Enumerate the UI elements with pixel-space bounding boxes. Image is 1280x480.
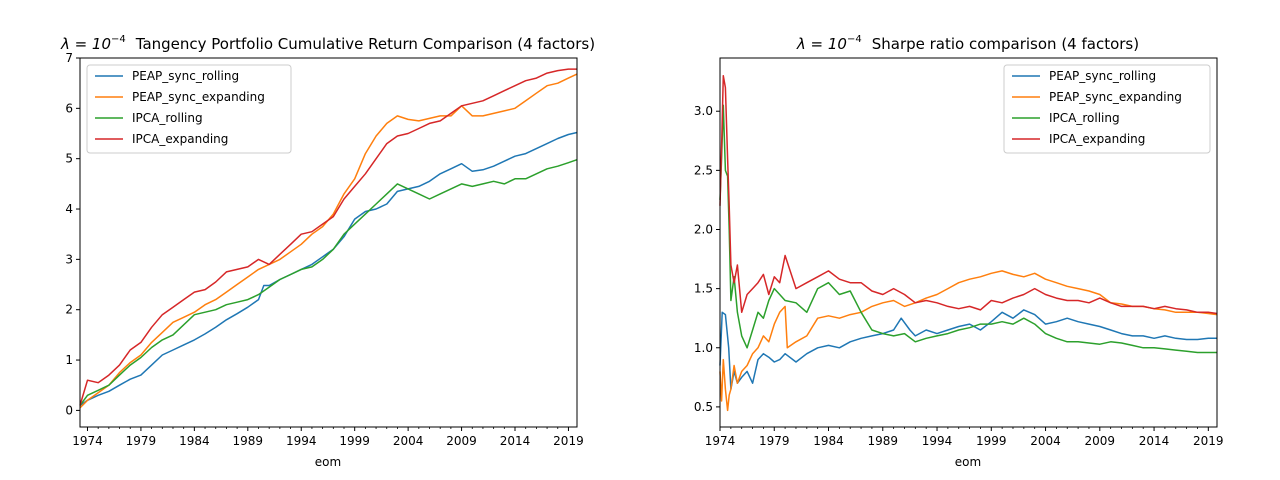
- y-tick-label: 2: [65, 303, 73, 317]
- x-axis-label: eom: [955, 455, 981, 469]
- x-tick-label: 1999: [976, 434, 1007, 448]
- axes-frame: [719, 57, 1218, 428]
- series-line-ipca-rolling: [719, 104, 1217, 354]
- series-line-ipca-rolling: [79, 158, 578, 406]
- legend-label: IPCA_rolling: [1049, 111, 1120, 125]
- y-axis-ticks: 0 1 2 3 4 5 6 7: [65, 51, 80, 417]
- legend-label: PEAP_sync_rolling: [132, 69, 239, 83]
- x-tick-label: 1979: [759, 434, 790, 448]
- x-tick-label: 1999: [339, 434, 370, 448]
- cumulative-return-chart: λ = 10−4 Tangency Portfolio Cumulative Re…: [60, 34, 595, 469]
- legend-label: IPCA_rolling: [132, 111, 203, 125]
- series-line-ipca-expanding: [719, 74, 1218, 315]
- x-tick-label: 1984: [179, 434, 210, 448]
- chart-title: λ = 10−4 Tangency Portfolio Cumulative Re…: [60, 34, 595, 53]
- x-axis-label: eom: [315, 455, 341, 469]
- y-tick-label: 7: [65, 51, 73, 65]
- legend-label: PEAP_sync_rolling: [1049, 69, 1156, 83]
- x-tick-label: 1994: [286, 434, 317, 448]
- x-tick-label: 1994: [922, 434, 953, 448]
- x-tick-label: 2004: [393, 434, 424, 448]
- sharpe-ratio-chart: λ = 10−4 Sharpe ratio comparison (4 facto…: [694, 34, 1224, 469]
- legend-box: [1003, 64, 1211, 154]
- series-line-ipca-expanding: [79, 68, 577, 406]
- legend-label: IPCA_expanding: [1049, 132, 1145, 146]
- x-tick-label: 2019: [1193, 434, 1224, 448]
- x-tick-label: 1979: [126, 434, 157, 448]
- y-tick-label: 0: [65, 403, 73, 417]
- series-line-peap-sync-rolling: [79, 131, 578, 407]
- x-tick-label: 2014: [1139, 434, 1170, 448]
- x-tick-label: 1989: [233, 434, 264, 448]
- x-tick-label: 2019: [553, 434, 584, 448]
- y-tick-label: 6: [65, 101, 73, 115]
- y-tick-label: 3: [65, 252, 73, 266]
- legend-label: PEAP_sync_expanding: [1049, 90, 1182, 104]
- x-tick-label: 1989: [867, 434, 898, 448]
- legend-label: PEAP_sync_expanding: [132, 90, 265, 104]
- y-axis-ticks: 0.5 1.0 1.5 2.0 2.5 3.0: [694, 104, 720, 414]
- y-tick-label: 1.0: [694, 341, 713, 355]
- y-tick-label: 1.5: [694, 282, 713, 296]
- x-tick-label: 2009: [446, 434, 477, 448]
- series-line-peap-sync-rolling: [719, 309, 1217, 390]
- series-lines: [79, 68, 578, 409]
- x-tick-label: 1974: [705, 434, 736, 448]
- axes-frame: [79, 57, 578, 428]
- x-tick-label: 1974: [72, 434, 103, 448]
- x-tick-label: 1984: [813, 434, 844, 448]
- x-tick-label: 2014: [500, 434, 531, 448]
- series-lines: [719, 74, 1218, 412]
- y-tick-label: 5: [65, 152, 73, 166]
- series-line-peap-sync-expanding: [719, 270, 1218, 412]
- y-tick-label: 1: [65, 353, 73, 367]
- y-tick-label: 2.0: [694, 222, 713, 236]
- chart-title: λ = 10−4 Sharpe ratio comparison (4 facto…: [796, 34, 1139, 53]
- x-axis-ticks: 1974 1979 1984 1989 1994 1999 2004 2009 2014 2019: [705, 427, 1224, 448]
- y-tick-label: 0.5: [694, 400, 713, 414]
- x-axis-ticks: 1974 1979 1984 1989 1994 1999 2004 2009 2014 2019: [72, 427, 584, 448]
- x-tick-label: 2004: [1030, 434, 1061, 448]
- legend: PEAP_sync_rolling PEAP_sync_expanding IPCA…: [86, 64, 292, 154]
- x-tick-label: 2009: [1085, 434, 1116, 448]
- y-tick-label: 3.0: [694, 104, 713, 118]
- y-tick-label: 4: [65, 202, 73, 216]
- legend: PEAP_sync_rolling PEAP_sync_expanding IPCA…: [1003, 64, 1211, 154]
- legend-label: IPCA_expanding: [132, 132, 228, 146]
- legend-box: [86, 64, 292, 154]
- y-tick-label: 2.5: [694, 163, 713, 177]
